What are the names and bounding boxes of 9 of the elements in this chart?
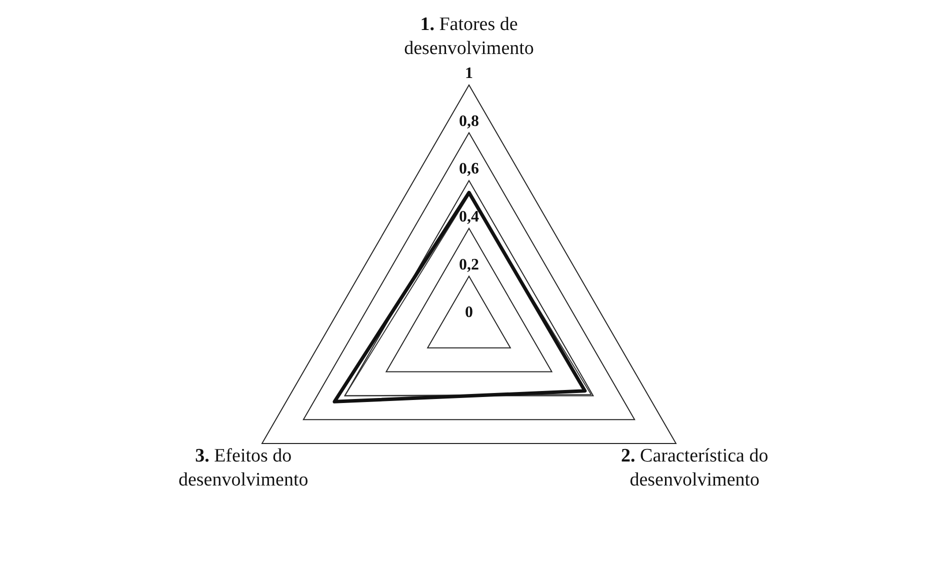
- spoke-label: 2. Característica do desenvolvimento: [621, 445, 768, 490]
- y-tick-label: 0,6: [459, 160, 479, 178]
- y-tick-label: 0,4: [459, 208, 479, 226]
- y-tick-label: 0,8: [459, 112, 479, 130]
- spoke-label: 3. Efeitos do desenvolvimento: [178, 445, 308, 490]
- spoke-label: 1. Fatores de desenvolvimento: [404, 14, 534, 59]
- y-tick-label: 0: [465, 304, 473, 322]
- y-tick-label: 1: [465, 65, 473, 82]
- y-tick-label: 0,2: [459, 256, 479, 274]
